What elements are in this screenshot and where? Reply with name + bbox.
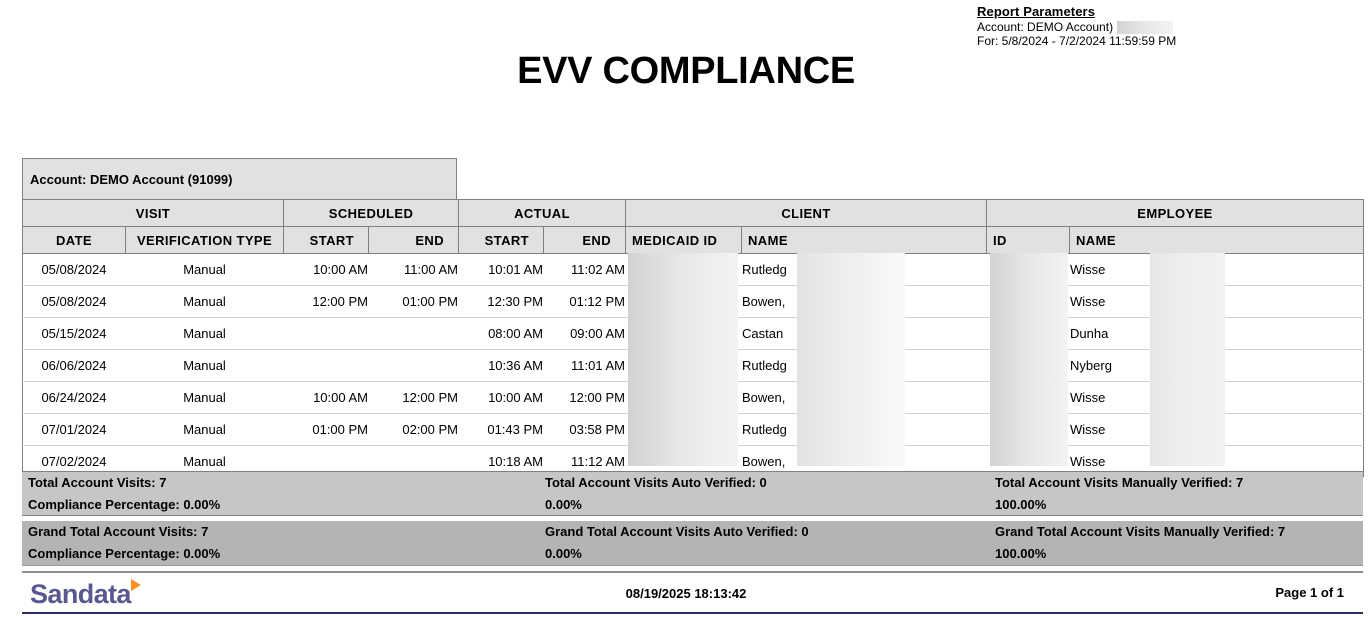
- summary-grand-compliance: Compliance Percentage: 0.00%: [28, 546, 221, 561]
- cell-verification-type: Manual: [124, 381, 285, 414]
- cell-actual-end: 11:01 AM: [543, 349, 627, 382]
- summary-grand-auto-verified: Grand Total Account Visits Auto Verified…: [545, 524, 809, 539]
- cell-actual-end: 01:12 PM: [543, 285, 627, 318]
- page-title: EVV COMPLIANCE: [517, 50, 855, 92]
- cell-scheduled-start: 12:00 PM: [283, 285, 370, 318]
- cell-scheduled-start: 01:00 PM: [283, 413, 370, 446]
- summary-total-auto-pct: 0.00%: [545, 497, 582, 512]
- summary-total-manual-pct: 100.00%: [995, 497, 1047, 512]
- column-header-scheduled-end[interactable]: END: [368, 226, 460, 254]
- summary-grand-manually-verified: Grand Total Account Visits Manually Veri…: [995, 524, 1286, 539]
- group-header-visit: VISIT: [21, 199, 285, 227]
- cell-date: 05/08/2024: [22, 285, 126, 318]
- cell-scheduled-start: 10:00 AM: [283, 381, 370, 414]
- cell-date: 07/01/2024: [22, 413, 126, 446]
- group-header-employee: EMPLOYEE: [986, 199, 1365, 227]
- cell-date: 05/15/2024: [22, 317, 126, 350]
- cell-scheduled-start: 10:00 AM: [283, 253, 370, 286]
- report-parameters-daterange: For: 5/8/2024 - 7/2/2024 11:59:59 PM: [977, 34, 1177, 48]
- redaction-overlay-client-name: [797, 253, 905, 466]
- footer-divider-bottom: [22, 612, 1363, 614]
- sandata-logo-text: Sandata: [30, 579, 131, 609]
- cell-verification-type: Manual: [124, 413, 285, 446]
- cell-actual-start: 01:43 PM: [458, 413, 545, 446]
- cell-actual-start: 10:00 AM: [458, 381, 545, 414]
- cell-actual-start: 08:00 AM: [458, 317, 545, 350]
- cell-actual-start: 10:36 AM: [458, 349, 545, 382]
- group-header-scheduled: SCHEDULED: [283, 199, 460, 227]
- cell-actual-end: 12:00 PM: [543, 381, 627, 414]
- column-header-verification-type[interactable]: VERIFICATION TYPE: [124, 226, 285, 254]
- cell-date: 06/24/2024: [22, 381, 126, 414]
- report-parameters-account-suffix: ): [1109, 20, 1114, 34]
- cell-actual-end: 03:58 PM: [543, 413, 627, 446]
- column-header-medicaid-id[interactable]: MEDICAID ID: [625, 226, 743, 254]
- table-group-header-row: VISIT SCHEDULED ACTUAL CLIENT EMPLOYEE: [21, 199, 1365, 227]
- table-row: 05/15/2024 Manual 08:00 AM 09:00 AM Cast…: [22, 317, 1365, 350]
- summary-grand-row-visits: Grand Total Account Visits: 7 Grand Tota…: [22, 521, 1363, 543]
- table-column-header-row: DATE VERIFICATION TYPE START END START E…: [22, 226, 1365, 254]
- cell-scheduled-end: [368, 349, 460, 382]
- group-header-actual: ACTUAL: [458, 199, 627, 227]
- cell-verification-type: Manual: [124, 349, 285, 382]
- cell-scheduled-end: 01:00 PM: [368, 285, 460, 318]
- group-header-client: CLIENT: [625, 199, 988, 227]
- column-header-client-name[interactable]: NAME: [741, 226, 988, 254]
- column-header-date[interactable]: DATE: [22, 226, 126, 254]
- cell-date: 05/08/2024: [22, 253, 126, 286]
- sandata-logo: Sandata: [30, 579, 141, 609]
- cell-verification-type: Manual: [124, 317, 285, 350]
- summary-total-block: Total Account Visits: 7 Total Account Vi…: [22, 471, 1363, 516]
- cell-verification-type: Manual: [124, 253, 285, 286]
- column-header-employee-id[interactable]: ID: [986, 226, 1071, 254]
- redaction-overlay-medicaid-id: [628, 253, 738, 466]
- footer-page-number: Page 1 of 1: [1275, 585, 1344, 600]
- cell-actual-start: 10:01 AM: [458, 253, 545, 286]
- column-header-employee-name[interactable]: NAME: [1069, 226, 1365, 254]
- report-parameters-heading: Report Parameters: [977, 4, 1096, 19]
- redaction-overlay-account: [1117, 21, 1173, 34]
- redaction-overlay-employee-id: [990, 253, 1068, 466]
- cell-actual-start: 12:30 PM: [458, 285, 545, 318]
- summary-total-manually-verified: Total Account Visits Manually Verified: …: [995, 475, 1244, 490]
- cell-date: 06/06/2024: [22, 349, 126, 382]
- cell-scheduled-start: [283, 349, 370, 382]
- column-header-actual-end[interactable]: END: [543, 226, 627, 254]
- cell-scheduled-end: [368, 317, 460, 350]
- summary-total-visits: Total Account Visits: 7: [28, 475, 167, 490]
- account-header: Account: DEMO Account (91099): [22, 158, 457, 200]
- cell-actual-end: 11:02 AM: [543, 253, 627, 286]
- cell-scheduled-end: 02:00 PM: [368, 413, 460, 446]
- summary-total-auto-verified: Total Account Visits Auto Verified: 0: [545, 475, 767, 490]
- cell-scheduled-end: 11:00 AM: [368, 253, 460, 286]
- triangle-icon: [131, 579, 141, 591]
- cell-actual-end: 09:00 AM: [543, 317, 627, 350]
- summary-grand-row-percentages: Compliance Percentage: 0.00% 0.00% 100.0…: [22, 543, 1363, 565]
- report-parameters-account: Account: DEMO Account): [977, 20, 1367, 34]
- footer-timestamp: 08/19/2025 18:13:42: [625, 586, 747, 601]
- report-parameters: Report Parameters Account: DEMO Account)…: [977, 4, 1367, 48]
- summary-grand-total-block: Grand Total Account Visits: 7 Grand Tota…: [22, 521, 1363, 566]
- summary-grand-visits: Grand Total Account Visits: 7: [28, 524, 209, 539]
- cell-verification-type: Manual: [124, 285, 285, 318]
- summary-total-compliance: Compliance Percentage: 0.00%: [28, 497, 221, 512]
- report-parameters-account-label: Account: DEMO Account: [977, 20, 1110, 34]
- column-header-scheduled-start[interactable]: START: [283, 226, 370, 254]
- summary-total-row-visits: Total Account Visits: 7 Total Account Vi…: [22, 472, 1363, 494]
- column-header-actual-start[interactable]: START: [458, 226, 545, 254]
- summary-grand-manual-pct: 100.00%: [995, 546, 1047, 561]
- footer-divider-top: [22, 571, 1363, 573]
- cell-scheduled-start: [283, 317, 370, 350]
- cell-scheduled-end: 12:00 PM: [368, 381, 460, 414]
- summary-total-row-percentages: Compliance Percentage: 0.00% 0.00% 100.0…: [22, 494, 1363, 516]
- redaction-overlay-employee-name: [1150, 253, 1225, 466]
- summary-grand-auto-pct: 0.00%: [545, 546, 582, 561]
